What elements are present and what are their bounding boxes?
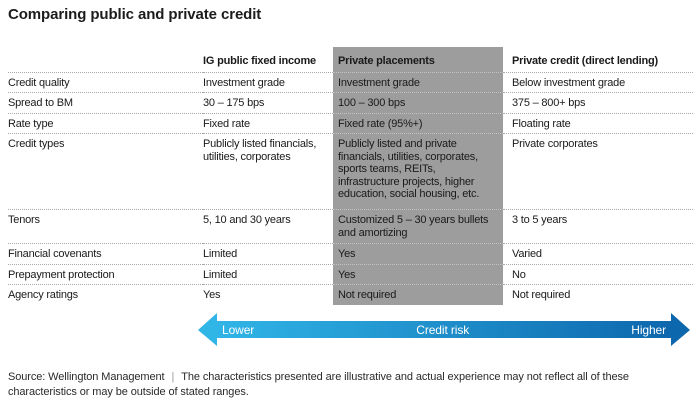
cell-value: No bbox=[503, 263, 693, 285]
table-header-row: IG public fixed income Private placement… bbox=[8, 47, 693, 72]
cell-value: Varied bbox=[503, 243, 693, 264]
cell-value: Floating rate bbox=[503, 112, 693, 134]
disclaimer-text: The characteristics presented are illust… bbox=[8, 371, 629, 398]
cell-value: Private corporates bbox=[503, 133, 693, 209]
cell-value: Investment grade bbox=[203, 71, 333, 93]
cell-value: 100 – 300 bps bbox=[333, 92, 503, 113]
column-header-private-credit: Private credit (direct lending) bbox=[512, 55, 659, 67]
row-label: Credit quality bbox=[8, 71, 203, 93]
cell-value: Not required bbox=[333, 284, 503, 305]
row-label: Agency ratings bbox=[8, 284, 203, 305]
cell-value: Limited bbox=[203, 263, 333, 285]
row-label: Credit types bbox=[8, 133, 203, 209]
cell-value: 375 – 800+ bps bbox=[503, 92, 693, 113]
cell-value: Customized 5 – 30 years bullets and amor… bbox=[333, 209, 503, 243]
credit-risk-gradient-arrow: Lower Credit risk Higher bbox=[198, 313, 690, 346]
table-row-rate-type: Rate type Fixed rate Fixed rate (95%+) F… bbox=[8, 112, 693, 134]
footer-separator: | bbox=[171, 371, 175, 383]
row-label: Financial covenants bbox=[8, 243, 203, 264]
risk-label-higher: Higher bbox=[631, 322, 666, 337]
table-row-tenors: Tenors 5, 10 and 30 years Customized 5 –… bbox=[8, 209, 693, 243]
cell-value: 3 to 5 years bbox=[503, 209, 693, 243]
credit-risk-bar: Lower Credit risk Higher bbox=[216, 321, 672, 338]
cell-value: Yes bbox=[203, 284, 333, 305]
column-header-ig-public: IG public fixed income bbox=[203, 55, 316, 67]
cell-value: Investment grade bbox=[333, 71, 503, 92]
page-title: Comparing public and private credit bbox=[8, 6, 262, 23]
cell-value: 30 – 175 bps bbox=[203, 92, 333, 113]
cell-value: Yes bbox=[333, 243, 503, 264]
source-disclaimer: Source: Wellington Management | The charac… bbox=[8, 370, 696, 400]
cell-value: Below investment grade bbox=[503, 71, 693, 93]
row-label: Rate type bbox=[8, 112, 203, 134]
source-text: Source: Wellington Management bbox=[8, 371, 165, 383]
cell-value: Fixed rate (95%+) bbox=[333, 112, 503, 133]
table-row-credit-quality: Credit quality Investment grade Investme… bbox=[8, 71, 693, 93]
cell-value: Fixed rate bbox=[203, 112, 333, 134]
cell-value: Limited bbox=[203, 243, 333, 264]
comparison-table: IG public fixed income Private placement… bbox=[8, 47, 693, 305]
risk-label-center: Credit risk bbox=[416, 322, 470, 337]
table-row-prepayment-protection: Prepayment protection Limited Yes No bbox=[8, 263, 693, 285]
arrow-right-icon bbox=[671, 313, 690, 346]
cell-value: 5, 10 and 30 years bbox=[203, 209, 333, 243]
risk-label-lower: Lower bbox=[222, 322, 255, 337]
column-header-empty bbox=[8, 47, 203, 72]
table-row-agency-ratings: Agency ratings Yes Not required Not requ… bbox=[8, 284, 693, 305]
cell-value: Yes bbox=[333, 263, 503, 284]
arrow-left-icon bbox=[198, 313, 217, 346]
row-label: Spread to BM bbox=[8, 92, 203, 113]
table-row-financial-covenants: Financial covenants Limited Yes Varied bbox=[8, 243, 693, 264]
cell-value: Not required bbox=[503, 284, 693, 305]
cell-value: Publicly listed financials, utilities, c… bbox=[203, 133, 333, 209]
cell-value: Publicly listed and private financials, … bbox=[333, 133, 503, 209]
row-label: Prepayment protection bbox=[8, 263, 203, 285]
table-row-spread-to-bm: Spread to BM 30 – 175 bps 100 – 300 bps … bbox=[8, 92, 693, 113]
row-label: Tenors bbox=[8, 209, 203, 243]
table-row-credit-types: Credit types Publicly listed financials,… bbox=[8, 133, 693, 209]
column-header-private-placements: Private placements bbox=[333, 47, 503, 72]
